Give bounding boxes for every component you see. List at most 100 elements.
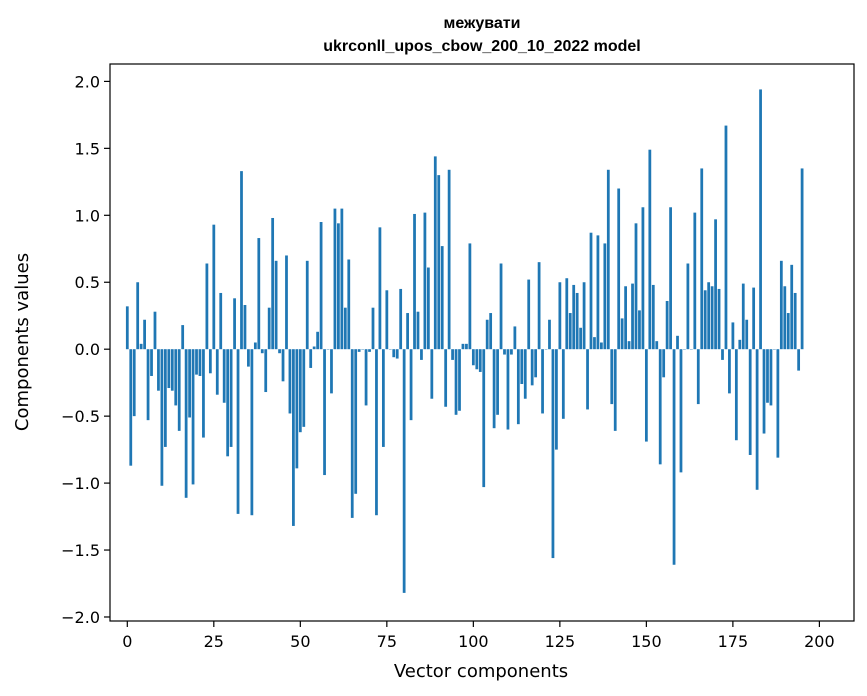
x-tick-label: 25 [204, 632, 224, 651]
bar-122 [548, 319, 551, 350]
y-tick-label: −2.0 [61, 608, 100, 627]
bar-105 [489, 313, 493, 350]
bar-24 [208, 349, 212, 374]
bar-167 [703, 290, 707, 350]
bar-11 [163, 349, 167, 447]
bar-22 [202, 349, 205, 438]
bar-48 [292, 349, 295, 526]
bar-151 [648, 149, 652, 350]
bar-180 [748, 349, 752, 455]
bar-179 [745, 319, 749, 350]
bar-94 [451, 349, 454, 360]
bar-85 [420, 349, 423, 360]
bar-17 [184, 349, 188, 498]
x-axis-ticks: 0 25 50 75 100 125 150 175 200 [122, 621, 835, 651]
bar-21 [198, 349, 202, 376]
bar-139 [606, 169, 610, 350]
bar-16 [181, 325, 185, 350]
bar-13 [170, 349, 174, 391]
bar-31 [233, 298, 236, 350]
bar-189 [779, 260, 783, 350]
bar-37 [253, 342, 257, 350]
bar-176 [734, 349, 738, 441]
bar-67 [357, 349, 361, 352]
bars-group [125, 89, 804, 593]
x-tick-label: 50 [290, 632, 310, 651]
bar-159 [676, 335, 679, 350]
bar-104 [485, 319, 489, 350]
x-tick-label: 75 [377, 632, 397, 651]
bar-95 [454, 349, 458, 415]
bar-64 [347, 259, 351, 350]
bar-2 [132, 349, 136, 417]
bar-137 [600, 342, 603, 350]
bar-73 [378, 227, 382, 350]
bar-45 [281, 349, 285, 382]
bar-12 [167, 349, 171, 389]
bar-144 [624, 286, 627, 350]
bar-60 [333, 208, 337, 350]
bar-124 [555, 349, 558, 450]
bar-195 [800, 168, 804, 350]
bar-120 [541, 349, 544, 414]
bar-103 [482, 349, 486, 488]
bar-62 [340, 208, 344, 350]
x-tick-label: 125 [545, 632, 576, 651]
bar-89 [433, 156, 437, 350]
bar-125 [558, 282, 562, 350]
y-tick-label: 0.0 [75, 340, 100, 359]
bar-98 [465, 343, 468, 350]
bar-77 [392, 349, 396, 358]
chart-title-word: межувати [444, 15, 521, 32]
bar-138 [603, 243, 607, 350]
bar-97 [461, 343, 465, 350]
bar-3 [136, 282, 140, 350]
bar-30 [229, 349, 233, 447]
bar-146 [631, 283, 634, 350]
x-tick-label: 0 [122, 632, 132, 651]
bar-101 [475, 349, 479, 370]
bar-43 [274, 260, 278, 350]
bar-172 [721, 349, 724, 360]
bar-183 [759, 89, 762, 350]
bar-69 [364, 349, 368, 406]
x-tick-label: 175 [718, 632, 749, 651]
bar-119 [537, 262, 541, 350]
bar-194 [797, 349, 801, 371]
bar-191 [786, 313, 790, 350]
bar-82 [409, 349, 413, 421]
bar-173 [724, 125, 728, 350]
bar-42 [271, 217, 275, 350]
bar-32 [236, 349, 240, 514]
y-tick-label: −0.5 [61, 407, 100, 426]
y-tick-label: 1.0 [75, 206, 100, 225]
bar-44 [278, 349, 281, 354]
bar-148 [638, 310, 641, 350]
bar-9 [157, 349, 160, 391]
bar-149 [641, 207, 645, 350]
bar-1 [129, 349, 133, 466]
bar-84 [416, 311, 420, 350]
bar-130 [575, 292, 579, 350]
bar-25 [212, 224, 216, 350]
bar-19 [191, 349, 195, 485]
bar-34 [243, 305, 247, 350]
bar-154 [658, 349, 662, 465]
bar-57 [323, 349, 326, 476]
bar-141 [613, 349, 617, 431]
bar-186 [769, 349, 773, 406]
x-axis-label: Vector components [394, 661, 568, 682]
bar-152 [651, 284, 655, 350]
x-tick-label: 200 [804, 632, 835, 651]
bar-4 [139, 343, 143, 350]
bar-51 [302, 349, 306, 427]
x-tick-label: 100 [458, 632, 489, 651]
bar-128 [568, 313, 572, 350]
bar-70 [368, 349, 371, 352]
bar-50 [298, 349, 302, 433]
bar-38 [257, 238, 261, 350]
bar-93 [447, 169, 451, 350]
y-tick-label: −1.0 [61, 474, 100, 493]
bar-166 [700, 168, 704, 350]
